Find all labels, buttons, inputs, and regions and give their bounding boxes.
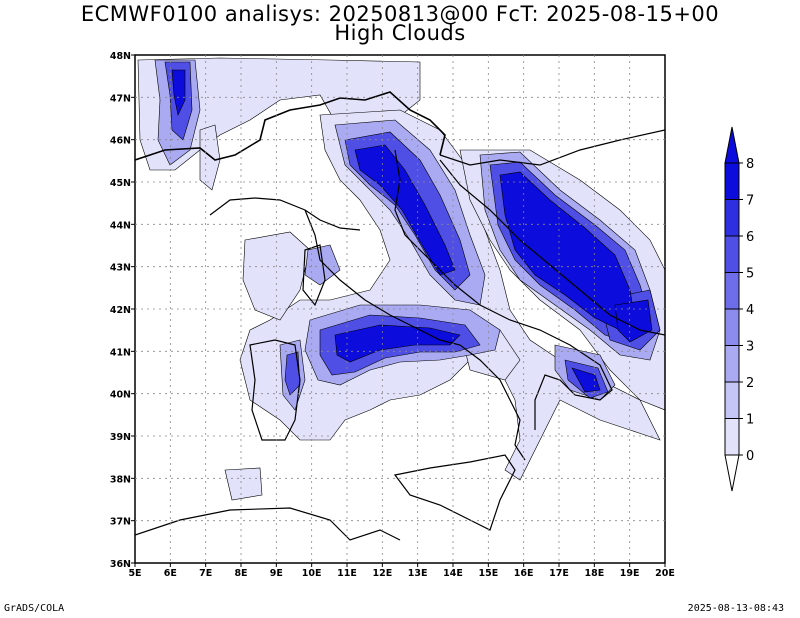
lon-label: 20E [655,568,675,579]
colorbar-label: 2 [746,376,754,391]
latitude-labels: 48N 47N 46N 45N 44N 43N 42N 41N 40N 39N 38N 37N 36N [110,51,131,570]
map-title: ECMWF0100 analisys: 20250813@00 FcT: 202… [80,2,720,26]
colorbar-label: 4 [746,303,754,318]
lat-label: 45N [110,178,131,189]
lat-label: 48N [110,51,131,62]
lat-label: 43N [110,263,131,274]
lon-label: 13E [408,568,428,579]
lat-label: 36N [110,559,131,570]
colorbar-segment [724,162,740,200]
longitude-labels: 5E 6E 7E 8E 9E 10E 11E 12E 13E 14E 15E 16E 17E 18E 19E… [128,568,674,579]
lon-label: 16E [514,568,534,579]
lon-label: 14E [443,568,463,579]
lon-label: 9E [270,568,283,579]
colorbar-label: 7 [746,194,754,209]
lon-label: 19E [620,568,640,579]
lon-label: 5E [128,568,141,579]
lon-label: 7E [199,568,212,579]
map-subtitle: High Clouds [334,21,466,45]
coastlines [135,91,665,541]
footer-timestamp: 2025-08-13-08:43 [687,603,784,614]
colorbar-segment [724,235,740,273]
colorbar-segment [724,345,740,383]
lon-label: 6E [164,568,177,579]
colorbar-lower-arrow [724,454,740,492]
colorbar-label: 3 [746,340,754,355]
lon-label: 17E [549,568,569,579]
lat-label: 42N [110,305,131,316]
colorbar-segment [724,272,740,310]
grid-lines [135,55,665,563]
lat-label: 40N [110,390,131,401]
colorbar-label: 0 [746,449,754,464]
lat-label: 37N [110,517,131,528]
colorbar-label: 5 [746,267,754,282]
colorbar-label: 8 [746,157,754,172]
lon-label: 12E [372,568,392,579]
lat-label: 41N [110,347,131,358]
colorbar [724,126,743,492]
colorbar-upper-arrow [724,126,740,164]
lon-label: 15E [478,568,498,579]
lat-label: 39N [110,432,131,443]
axis-ticks [131,54,666,567]
cloud-cover-field [137,57,665,501]
colorbar-label: 6 [746,230,754,245]
colorbar-segment [724,381,740,419]
lat-label: 44N [110,220,131,231]
lon-label: 11E [337,568,357,579]
lon-label: 18E [584,568,604,579]
colorbar-segment [724,308,740,346]
colorbar-segment [724,418,740,456]
lon-label: 10E [302,568,322,579]
lat-label: 46N [110,136,131,147]
lat-label: 38N [110,474,131,485]
lon-label: 8E [234,568,247,579]
lat-label: 47N [110,93,131,104]
colorbar-segment [724,199,740,237]
footer-software: GrADS/COLA [4,603,65,614]
colorbar-labels: 0 1 2 3 4 5 6 7 8 [746,157,754,464]
colorbar-label: 1 [746,413,754,428]
